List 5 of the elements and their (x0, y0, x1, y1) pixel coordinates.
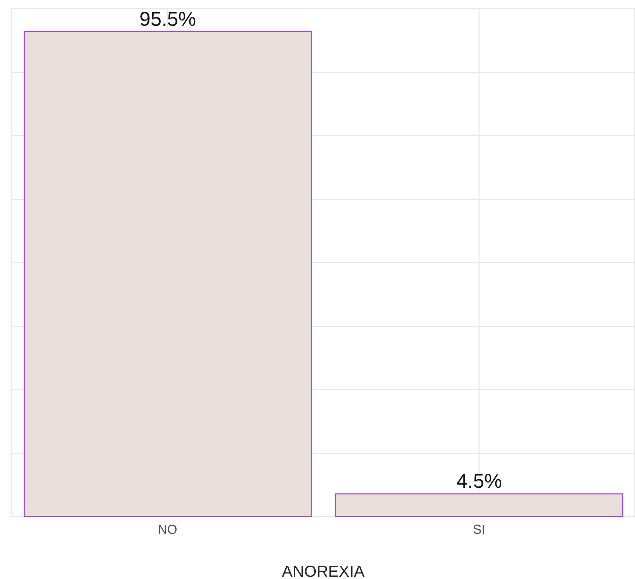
data-label: 4.5% (456, 471, 502, 494)
data-label: 95.5% (140, 8, 197, 31)
x-tick-label: NO (158, 522, 178, 538)
x-axis-title: ANOREXIA (282, 564, 366, 579)
x-tick-label: SI (473, 522, 486, 538)
